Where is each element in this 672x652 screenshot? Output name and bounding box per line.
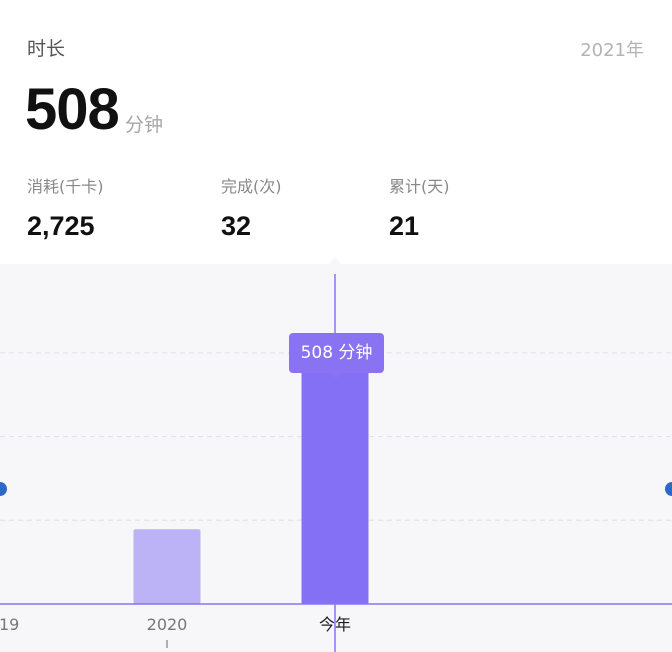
chart-area[interactable]: 2019 2020 今年 <box>0 264 672 652</box>
x-tick-label-1[interactable]: 2020 <box>147 615 188 634</box>
bar-1[interactable] <box>133 529 201 604</box>
total-duration-value: 508 <box>25 77 120 142</box>
x-tick-label-0[interactable]: 2019 <box>0 615 19 634</box>
total-duration-unit: 分钟 <box>125 114 164 136</box>
value-tooltip: 508 分钟 <box>289 333 384 379</box>
stat-calories: 消耗(千卡) 2,725 <box>27 173 104 242</box>
x-tick-label-2[interactable]: 今年 <box>319 615 351 634</box>
year-selector[interactable]: 2021年 <box>580 40 644 61</box>
stat-days-value: 21 <box>389 211 420 241</box>
stat-calories-value: 2,725 <box>27 211 95 241</box>
stat-calories-label: 消耗(千卡) <box>27 177 104 196</box>
stat-days: 累计(天) 21 <box>389 173 450 242</box>
scroll-left-handle[interactable] <box>0 482 7 496</box>
stat-days-label: 累计(天) <box>389 177 450 196</box>
chart-pointer-notch <box>327 257 343 266</box>
scroll-right-handle[interactable] <box>665 482 672 496</box>
metric-label: 时长 <box>27 38 66 60</box>
stat-completed: 完成(次) 32 <box>221 173 282 242</box>
stat-completed-label: 完成(次) <box>221 177 282 196</box>
stat-completed-value: 32 <box>221 211 252 241</box>
bar-2[interactable] <box>301 338 369 604</box>
yearly-bar-chart[interactable]: 2019 2020 今年 <box>0 264 672 652</box>
